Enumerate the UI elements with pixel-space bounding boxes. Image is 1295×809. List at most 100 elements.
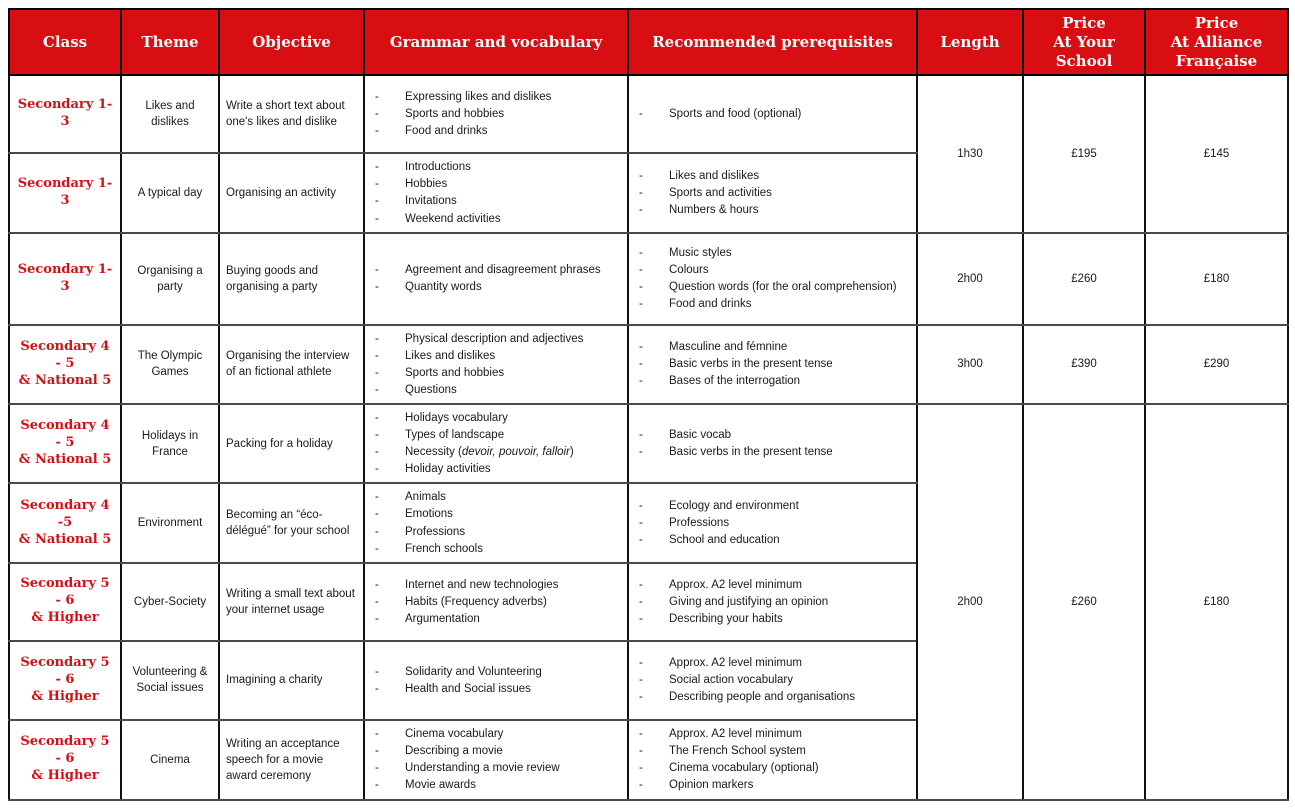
theme-cell: A typical day (120, 152, 220, 234)
list-item-text: Likes and dislikes (669, 169, 760, 182)
list-item: - Expressing likes and dislikes (375, 89, 619, 105)
bullet-dash: - (375, 195, 379, 208)
list-item: - Likes and dislikes (375, 348, 619, 364)
header-price-school: Price At Your School (1022, 7, 1146, 77)
grammar-cell: - Introductions - Hobbies - Invitations - Weeke… (363, 152, 629, 234)
list-item-text: Basic verbs in the present tense (669, 358, 833, 371)
theme-cell: Cyber-Society (120, 561, 220, 642)
list-item-text: Cinema vocabulary (optional) (669, 762, 819, 775)
bullet-dash: - (639, 429, 643, 442)
bullet-dash: - (375, 108, 379, 121)
prerequisites-cell: - Approx. A2 level minimum - Giving and jus… (627, 561, 918, 642)
list-item-text: Understanding a movie review (405, 762, 560, 775)
prerequisites-cell: - Ecology and environment - Professions - Sch… (627, 482, 918, 564)
bullet-dash: - (639, 762, 643, 775)
list-item: - Approx. A2 level minimum (639, 726, 908, 742)
theme-cell: Organising a party (120, 231, 220, 326)
table-row: Secondary 1- 3 Organising a party Buying g… (8, 231, 1289, 326)
bullet-dash: - (639, 691, 643, 704)
bullet-dash: - (639, 298, 643, 311)
bullet-dash: - (639, 499, 643, 512)
length-cell: 2h00 (916, 403, 1024, 801)
list-item: - Bases of the interrogation (639, 373, 908, 389)
price-school-cell: £390 (1022, 323, 1146, 406)
length-cell: 2h00 (916, 231, 1024, 326)
list-item-text: Ecology and environment (669, 499, 799, 512)
table-row: Secondary 1- 3 Likes and dislikes Write a … (8, 74, 1289, 234)
bullet-dash: - (639, 341, 643, 354)
prerequisites-cell: - Masculine and fémnine - Basic verbs in th… (627, 323, 918, 406)
list-item-text: Basic vocab (669, 429, 732, 442)
list-item: - French schools (375, 541, 619, 557)
list-item: - Music styles (639, 245, 908, 261)
list-item: - Understanding a movie review (375, 760, 619, 776)
bullet-dash: - (639, 108, 643, 121)
class-cell: Secondary 4 - 5 & National 5 (8, 402, 122, 485)
bullet-dash: - (639, 375, 643, 388)
list-item-text: Approx. A2 level minimum (669, 657, 802, 670)
list-item-text: Bases of the interrogation (669, 375, 801, 388)
price-school-cell: £195 (1022, 74, 1146, 234)
list-item: - Sports and hobbies (375, 106, 619, 122)
bullet-dash: - (639, 595, 643, 608)
list-item-text: Animals (405, 491, 446, 504)
list-item: - Agreement and disagreement phrases (375, 262, 619, 278)
list-item-text: Expressing likes and dislikes (405, 91, 552, 104)
bullet-dash: - (375, 366, 379, 379)
header-price-alliance: Price At Alliance Française (1144, 7, 1289, 77)
list-item-text: Hobbies (405, 178, 448, 191)
bullet-dash: - (375, 463, 379, 476)
list-item: - Likes and dislikes (639, 168, 908, 184)
bullet-dash: - (639, 169, 643, 182)
bullet-dash: - (375, 281, 379, 294)
grammar-cell: - Solidarity and Volunteering - Health and … (363, 639, 629, 721)
objective-cell: Imagining a charity (218, 639, 365, 721)
bullet-dash: - (375, 595, 379, 608)
price-school-cell: £260 (1022, 231, 1146, 326)
prerequisites-cell: - Approx. A2 level minimum - The French Sch… (627, 718, 918, 801)
bullet-dash: - (639, 264, 643, 277)
grammar-cell: - Expressing likes and dislikes - Sports an… (363, 74, 629, 155)
bullet-dash: - (639, 203, 643, 216)
bullet-dash: - (375, 491, 379, 504)
list-item-text: Questions (405, 383, 457, 396)
list-item-text: The French School system (669, 745, 806, 758)
list-item-text: Holiday activities (405, 463, 491, 476)
price-alliance-cell: £180 (1144, 231, 1289, 326)
list-item: - Physical description and adjectives (375, 331, 619, 347)
bullet-dash: - (375, 178, 379, 191)
bullet-dash: - (375, 682, 379, 695)
list-item: - Professions (375, 524, 619, 540)
bullet-dash: - (375, 578, 379, 591)
objective-cell: Write a short text about one's likes and… (218, 74, 365, 155)
theme-cell: Environment (120, 482, 220, 564)
bullet-dash: - (375, 745, 379, 758)
list-item: - Holiday activities (375, 461, 619, 477)
list-item: - Questions (375, 382, 619, 398)
list-item: - Professions (639, 515, 908, 531)
bullet-dash: - (375, 762, 379, 775)
list-item: - Sports and activities (639, 185, 908, 201)
objective-cell: Organising the interview of an fictional… (218, 323, 365, 406)
bullet-dash: - (639, 728, 643, 741)
list-item-text: Sports and activities (669, 186, 772, 199)
length-cell: 3h00 (916, 323, 1024, 406)
table-row: Secondary 5 - 6 & Higher Volunteering & S… (8, 639, 1288, 721)
list-item: - Habits (Frequency adverbs) (375, 594, 619, 610)
list-item-text: Emotions (405, 508, 453, 521)
bullet-dash: - (375, 665, 379, 678)
class-cell: Secondary 1- 3 (8, 74, 122, 155)
list-item-text: Describing a movie (405, 745, 503, 758)
grammar-cell: - Agreement and disagreement phrases - Quan… (363, 231, 629, 326)
list-item-text: Professions (405, 525, 466, 538)
list-item-text: Music styles (669, 246, 732, 259)
objective-cell: Writing a small text about your internet… (218, 561, 365, 642)
list-item: - Food and drinks (639, 296, 908, 312)
bullet-dash: - (375, 612, 379, 625)
list-item: - Holidays vocabulary (375, 410, 619, 426)
list-item: - Weekend activities (375, 211, 619, 227)
price-alliance-cell: £180 (1144, 403, 1289, 801)
header-grammar: Grammar and vocabulary (363, 7, 629, 77)
list-item-text: Agreement and disagreement phrases (405, 264, 601, 277)
